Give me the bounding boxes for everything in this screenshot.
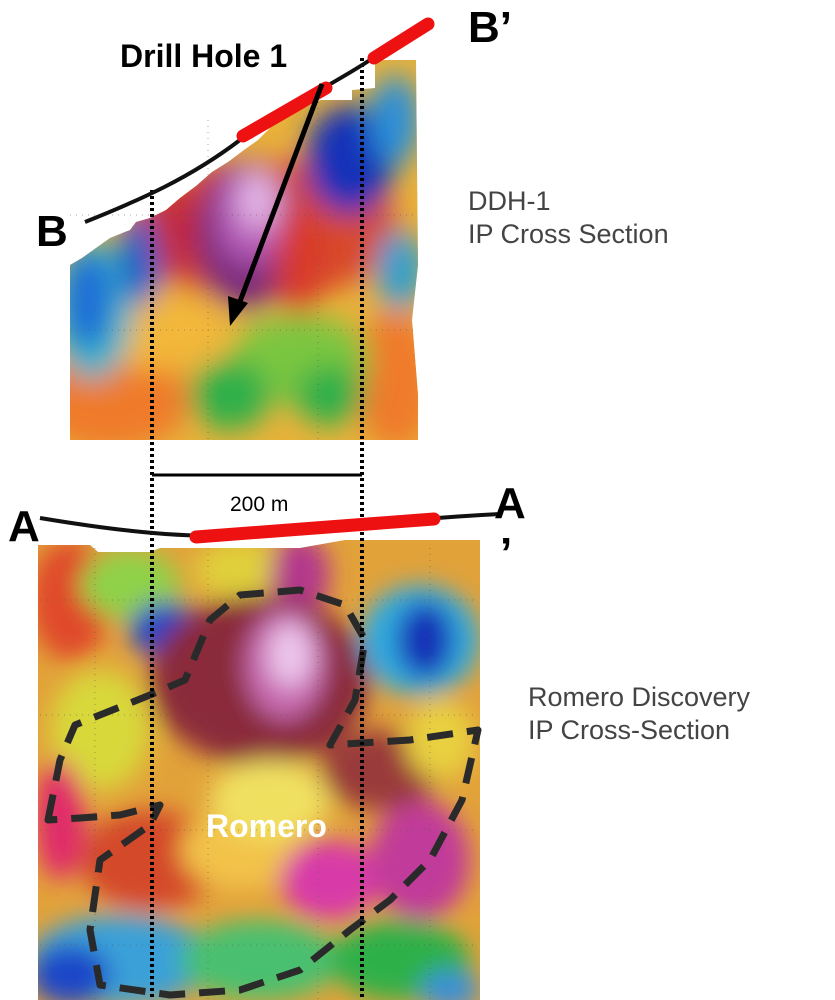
section-grid <box>40 90 478 1000</box>
endpoint-label-a-prime-mark: ’ <box>500 529 513 578</box>
orebody-label-romero: Romero <box>206 808 327 844</box>
romero-orebody-outline <box>44 586 482 999</box>
survey-marker-upper-2 <box>367 17 435 65</box>
drill-hole-label: Drill Hole 1 <box>120 38 288 74</box>
romero-caption-line2: IP Cross-Section <box>528 715 731 745</box>
ddh1-caption: DDH-1 IP Cross Section <box>468 185 669 251</box>
romero-caption-line1: Romero Discovery <box>528 682 751 712</box>
endpoint-label-b-prime: B’ <box>468 3 512 52</box>
ddh1-caption-line2: IP Cross Section <box>468 219 669 249</box>
survey-marker-upper-1 <box>236 81 333 143</box>
upper-ip-section-heatmap <box>70 60 418 440</box>
endpoint-label-a-prime: A <box>494 479 526 528</box>
endpoint-label-a: A <box>8 502 40 551</box>
ddh1-caption-line1: DDH-1 <box>468 186 551 216</box>
drill-hole-arrowhead <box>228 296 248 326</box>
drill-hole-trace <box>233 83 325 313</box>
lower-ip-section-heatmap <box>38 540 480 1000</box>
romero-caption: Romero Discovery IP Cross-Section <box>528 681 750 747</box>
endpoint-label-b: B <box>36 207 68 256</box>
survey-marker-lower <box>189 512 441 544</box>
scale-bar-label: 200 m <box>230 493 289 516</box>
